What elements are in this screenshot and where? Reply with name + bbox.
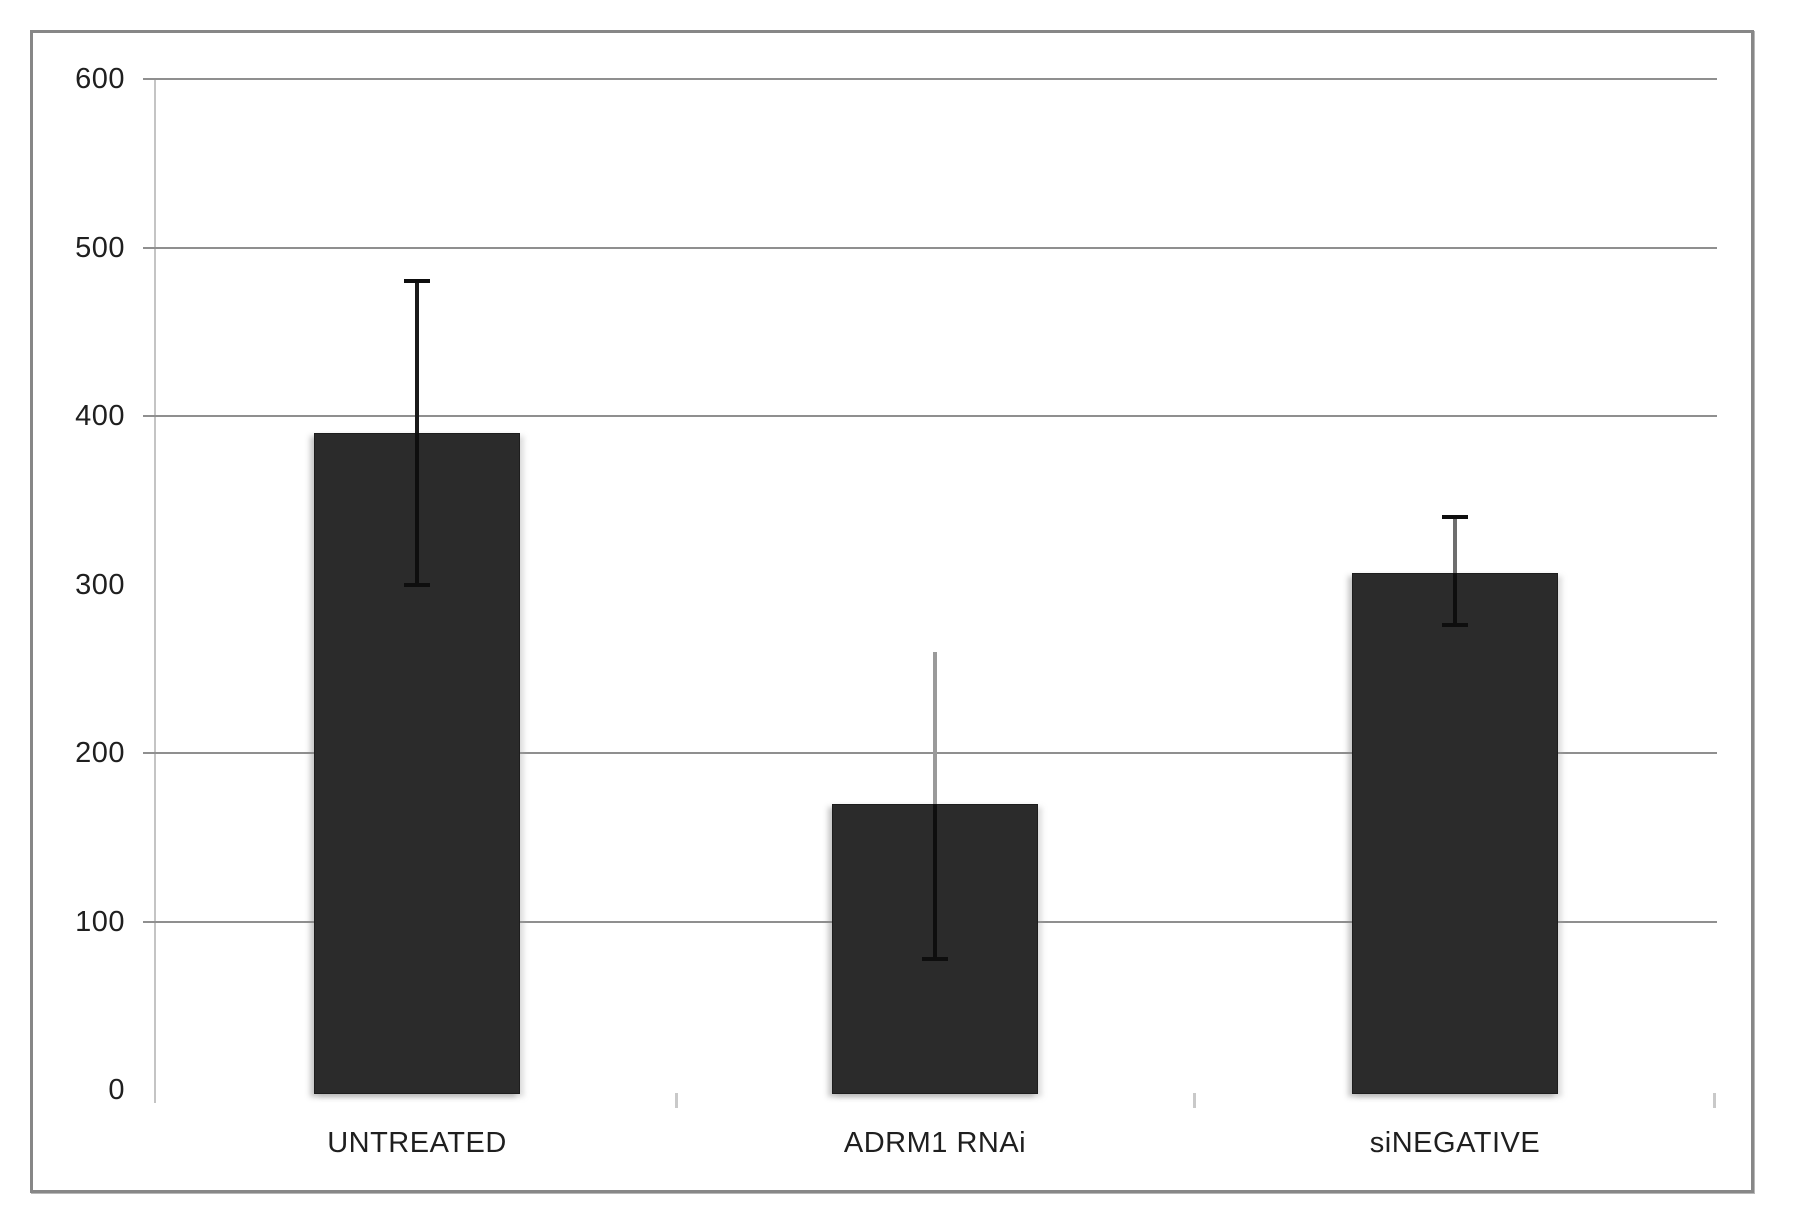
y-tick-label-500: 500	[75, 231, 125, 264]
x-axis-boundary-tick-1	[675, 1093, 678, 1108]
error-bar-bottom-cap	[1442, 622, 1468, 627]
bar-sinegative	[1352, 572, 1558, 1094]
error-bar-line-upper	[415, 281, 419, 433]
error-bar-line-upper	[933, 651, 937, 804]
error-bar-top-cap	[404, 279, 430, 284]
plot-area: 0 100 200 300 400 500 600 UNTREATED ADRM1 RNAi si…	[33, 33, 1751, 1190]
error-bar-bottom-cap	[922, 956, 948, 961]
x-axis-boundary-tick-2	[1193, 1093, 1196, 1108]
x-category-label-2: ADRM1 RNAi	[843, 1127, 1027, 1159]
error-bar-bottom-cap	[404, 582, 430, 587]
y-tick-label-0: 0	[108, 1074, 125, 1106]
y-tick-label-400: 400	[75, 400, 125, 432]
y-tick-label-600: 600	[75, 63, 125, 95]
error-bar-line-lower	[933, 803, 937, 959]
y-tick-label-300: 300	[75, 568, 125, 601]
error-bar-line-upper	[1453, 517, 1457, 573]
gridline-y600	[143, 78, 1717, 80]
error-bar-line-lower	[1453, 572, 1457, 625]
x-category-label-1: UNTREATED	[327, 1127, 507, 1159]
y-axis-line	[154, 79, 156, 1103]
gridline-y200	[143, 752, 1717, 754]
y-tick-label-200: 200	[75, 737, 125, 769]
gridline-y400	[143, 415, 1717, 417]
x-category-label-3: siNEGATIVE	[1369, 1127, 1541, 1159]
gridline-y500	[143, 246, 1717, 249]
chart-frame: 0 100 200 300 400 500 600 UNTREATED ADRM1 RNAi si…	[30, 30, 1754, 1193]
x-axis-boundary-tick-3	[1713, 1093, 1716, 1108]
error-bar-line-lower	[415, 432, 419, 585]
y-tick-label-100: 100	[75, 905, 125, 938]
error-bar-top-cap	[1442, 515, 1468, 520]
